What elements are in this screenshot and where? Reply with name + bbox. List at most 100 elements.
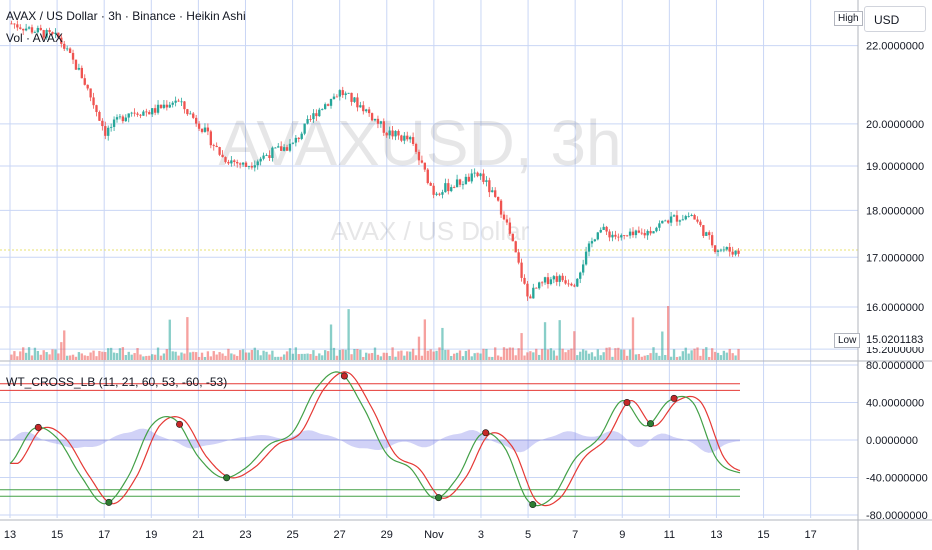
volume-bar bbox=[74, 356, 78, 360]
volume-bar bbox=[30, 355, 34, 360]
candle-body bbox=[309, 119, 312, 120]
volume-bar bbox=[452, 353, 456, 360]
volume-bar bbox=[136, 348, 139, 360]
volume-bar bbox=[535, 348, 538, 360]
volume-bar bbox=[367, 353, 371, 360]
candle-body bbox=[675, 215, 679, 222]
volume-bar bbox=[552, 350, 556, 360]
x-tick-label: 27 bbox=[334, 529, 346, 541]
bullish-cross-dot bbox=[647, 420, 655, 428]
volume-bar bbox=[728, 348, 731, 360]
volume-bar bbox=[710, 348, 714, 360]
candle-body bbox=[376, 118, 380, 124]
volume-bar bbox=[156, 347, 160, 360]
volume-bar bbox=[464, 350, 468, 360]
volume-bar bbox=[658, 355, 661, 360]
volume-bar bbox=[625, 355, 629, 360]
osc-tick-label: -40.0000000 bbox=[866, 473, 928, 485]
candle-body bbox=[508, 222, 512, 234]
volume-bar bbox=[447, 349, 450, 360]
volume-bar bbox=[159, 355, 163, 360]
candle-body bbox=[710, 235, 714, 246]
currency-selector[interactable]: USD bbox=[864, 6, 926, 32]
candle-body bbox=[438, 193, 441, 195]
volume-bar bbox=[194, 352, 198, 360]
volume-bar bbox=[734, 355, 737, 360]
grid-lines bbox=[0, 0, 858, 518]
volume-bar bbox=[48, 354, 51, 360]
candle-body bbox=[409, 137, 412, 140]
volume-bar bbox=[321, 355, 324, 360]
volume-bar bbox=[89, 352, 92, 360]
bearish-cross-dot bbox=[670, 394, 678, 402]
volume-bar bbox=[203, 356, 207, 360]
candle-body bbox=[33, 32, 37, 34]
candle-body bbox=[109, 126, 113, 128]
candle-body bbox=[649, 230, 652, 234]
candle-body bbox=[590, 241, 594, 244]
price-tick-label: 22.0000000 bbox=[866, 41, 924, 53]
candle-body bbox=[628, 231, 632, 236]
volume-bar bbox=[370, 353, 374, 360]
volume-bar bbox=[649, 353, 652, 360]
candle-body bbox=[153, 108, 157, 113]
volume-bar bbox=[288, 348, 292, 360]
candle-body bbox=[464, 176, 468, 185]
volume-bar bbox=[496, 355, 500, 360]
volume-bar bbox=[558, 320, 561, 360]
volume-bar bbox=[675, 356, 679, 360]
volume-bar bbox=[543, 322, 547, 360]
candle-body bbox=[558, 275, 561, 282]
candle-body bbox=[397, 130, 400, 136]
volume-bar bbox=[482, 348, 485, 360]
candle-body bbox=[365, 109, 368, 112]
candle-body bbox=[681, 219, 684, 221]
volume-bar bbox=[602, 352, 605, 360]
candle-body bbox=[713, 245, 717, 252]
volume-bar bbox=[467, 349, 470, 360]
candle-body bbox=[599, 229, 602, 233]
volume-bar bbox=[532, 352, 535, 360]
candle-body bbox=[549, 279, 553, 285]
candle-body bbox=[693, 215, 696, 220]
candle-body bbox=[546, 277, 550, 285]
volume-bar bbox=[133, 353, 136, 360]
candle-body bbox=[470, 173, 473, 182]
volume-bar bbox=[39, 354, 42, 360]
candle-body bbox=[104, 126, 107, 136]
volume-bar bbox=[83, 355, 86, 360]
candle-body bbox=[259, 158, 262, 162]
oscillator-pane bbox=[0, 371, 741, 509]
volume-bar bbox=[192, 351, 195, 360]
volume-bar bbox=[596, 349, 599, 360]
candle-body bbox=[523, 277, 526, 284]
oscillator-label[interactable]: WT_CROSS_LB (11, 21, 60, 53, -60, -53) bbox=[6, 375, 228, 389]
candle-body bbox=[171, 102, 174, 105]
low-flag: Low bbox=[834, 333, 861, 348]
candle-body bbox=[268, 155, 271, 158]
x-tick-label: 13 bbox=[710, 529, 722, 541]
osc-tick-label: -80.0000000 bbox=[866, 510, 928, 522]
volume-bar bbox=[476, 352, 479, 360]
candle-body bbox=[294, 137, 298, 143]
volume-bar bbox=[92, 350, 95, 360]
volume-bar bbox=[737, 348, 740, 360]
volume-bar bbox=[444, 349, 447, 360]
volume-bar bbox=[690, 350, 693, 360]
volume-bar bbox=[605, 347, 608, 360]
candle-body bbox=[54, 32, 57, 34]
volume-bar bbox=[564, 352, 567, 360]
candle-body bbox=[221, 154, 224, 158]
chart-title[interactable]: AVAX / US Dollar · 3h · Binance · Heikin… bbox=[6, 9, 246, 23]
volume-bar bbox=[661, 331, 664, 360]
candle-body bbox=[373, 118, 377, 121]
volume-bar bbox=[19, 351, 22, 360]
volume-bar bbox=[432, 351, 435, 360]
candle-body bbox=[51, 32, 54, 34]
candle-body bbox=[731, 251, 734, 255]
candle-body bbox=[238, 163, 242, 165]
volume-label[interactable]: Vol · AVAX bbox=[6, 31, 63, 45]
volume-bar bbox=[60, 342, 63, 360]
candle-body bbox=[16, 24, 19, 28]
